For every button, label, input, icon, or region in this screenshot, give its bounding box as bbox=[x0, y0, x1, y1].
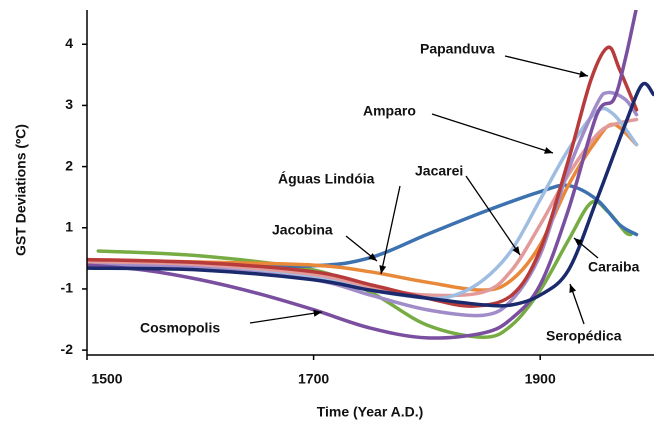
series-label: Caraiba bbox=[588, 259, 640, 275]
series-line bbox=[87, 117, 639, 298]
arrow-head bbox=[544, 147, 553, 154]
arrow-head bbox=[368, 253, 377, 261]
annotation-arrow bbox=[380, 185, 401, 275]
x-tick-label: 1500 bbox=[91, 371, 122, 387]
series-line bbox=[87, 45, 639, 308]
arrow-head bbox=[379, 265, 387, 274]
series-label: Águas Lindóia bbox=[278, 171, 375, 187]
arrow-head bbox=[313, 309, 322, 317]
series-label: Jacobina bbox=[272, 222, 333, 238]
x-tick-label: 1900 bbox=[525, 371, 556, 387]
arrow-head bbox=[569, 284, 577, 293]
y-tick-label: -1 bbox=[61, 280, 74, 296]
y-tick-label: 1 bbox=[65, 218, 73, 234]
plot-area bbox=[87, 10, 654, 340]
x-axis-label: Time (Year A.D.) bbox=[317, 404, 424, 420]
y-tick-label: 4 bbox=[65, 35, 73, 51]
series-label: Cosmopolis bbox=[140, 320, 220, 336]
annotation-arrow bbox=[431, 113, 554, 154]
y-axis-label: GST Deviations (ºC) bbox=[13, 124, 29, 256]
series-label: Seropédica bbox=[546, 328, 622, 344]
annotation-arrow bbox=[249, 311, 323, 324]
arrow-head bbox=[574, 238, 583, 246]
annotation-arrow bbox=[504, 55, 589, 77]
series-label: Papanduva bbox=[420, 41, 495, 57]
series-label: Amparo bbox=[363, 103, 416, 119]
y-tick-label: 2 bbox=[65, 157, 73, 173]
series-line bbox=[87, 81, 654, 308]
series-line bbox=[87, 10, 638, 340]
arrow-head bbox=[512, 246, 520, 255]
x-tick-label: 1700 bbox=[298, 371, 329, 387]
series-label: Jacarei bbox=[415, 163, 463, 179]
annotation-arrow bbox=[465, 175, 521, 256]
y-tick-label: 3 bbox=[65, 96, 73, 112]
y-tick-label: -2 bbox=[61, 341, 74, 357]
arrow-head bbox=[579, 70, 588, 78]
